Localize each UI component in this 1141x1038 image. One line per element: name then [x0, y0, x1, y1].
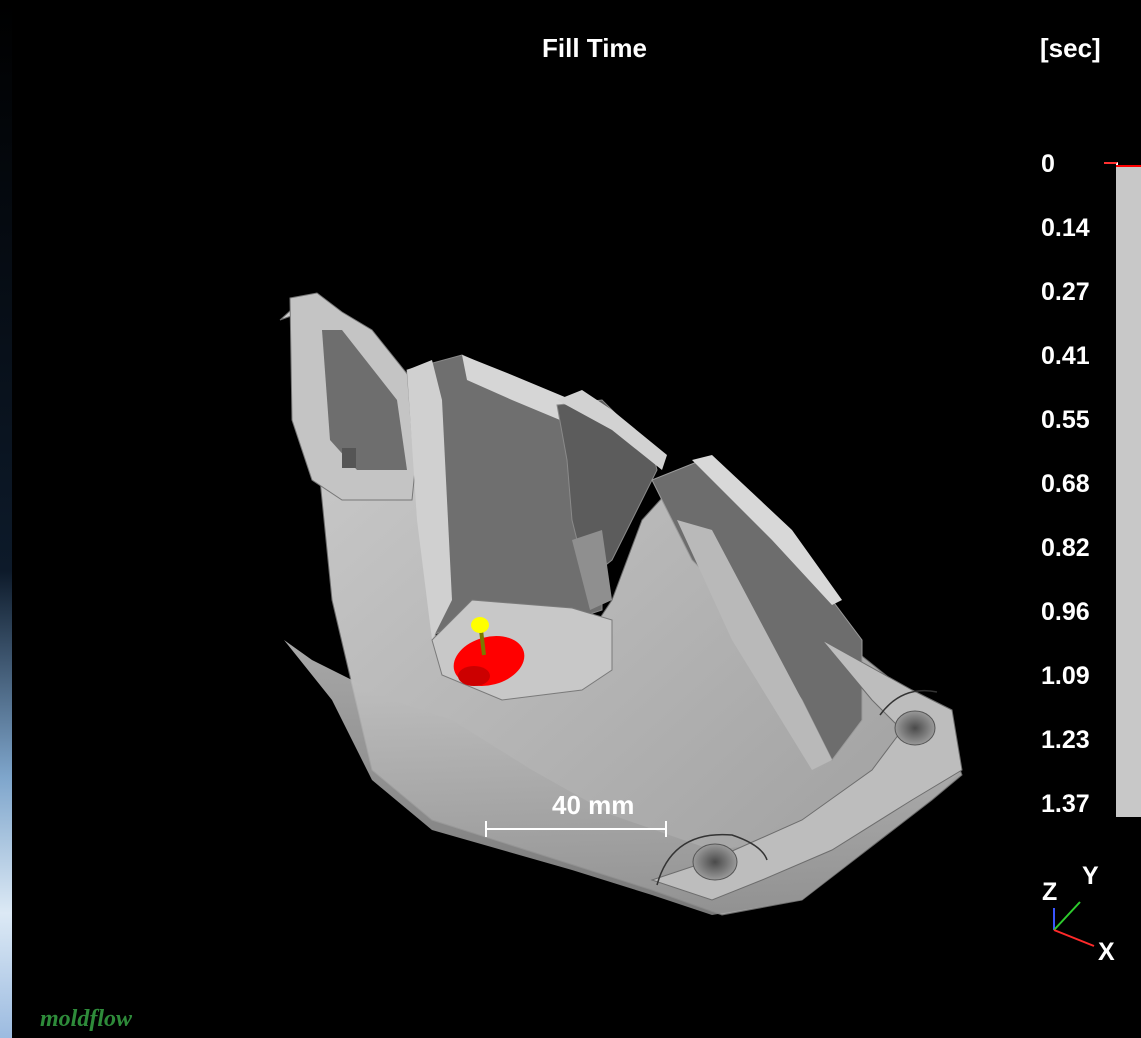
legend-tick-label: 0.82 [1041, 534, 1090, 562]
legend-color-bar [1116, 165, 1141, 817]
plot-title: Fill Time [542, 33, 647, 63]
legend-tick-label: 1.09 [1041, 662, 1090, 690]
legend-tick-label: 0.14 [1041, 214, 1090, 242]
legend-tick-label: 1.37 [1041, 790, 1090, 818]
injection-location-shadow [458, 666, 490, 686]
left-tower-notch [342, 448, 356, 468]
legend-tick-label: 0.68 [1041, 470, 1090, 498]
axis-y-label: Y [1082, 862, 1099, 890]
center-box-left-face [407, 360, 452, 640]
legend-tick-label: 0.55 [1041, 406, 1090, 434]
legend-tick-label: 0.96 [1041, 598, 1090, 626]
left-tower-slot [322, 330, 407, 470]
moldflow-logo: moldflow [40, 1008, 133, 1032]
hole-boss-front [656, 833, 768, 886]
axis-z-label: Z [1042, 878, 1057, 906]
result-viewport[interactable]: Fill Time [sec] 0 0.14 0.27 0.41 0.55 0.68 0.8… [12, 0, 1141, 1038]
part-model[interactable] [12, 0, 1141, 1038]
gate-stem [479, 629, 486, 656]
legend-tick-label: 0.41 [1041, 342, 1090, 370]
right-gusset-ridge [677, 520, 832, 770]
mount-hole-right [894, 710, 936, 746]
legend-tick-label: 1.23 [1041, 726, 1090, 754]
legend-unit: [sec] [1040, 33, 1101, 63]
center-box-rim [462, 355, 587, 425]
window-edge-strip [0, 0, 12, 1038]
middle-rib-top [557, 390, 667, 470]
mount-hole-front [692, 843, 738, 881]
scale-bar-label: 40 mm [552, 790, 635, 820]
legend-tick-label: 0.27 [1041, 278, 1090, 306]
hole-boss-right [879, 689, 938, 716]
rib-slot [572, 530, 612, 610]
scale-bar [485, 821, 667, 837]
base-plate [650, 639, 963, 901]
legend-tick-label: 0 [1041, 150, 1055, 178]
gate-marker[interactable] [471, 617, 489, 633]
axis-x-label: X [1098, 938, 1115, 966]
axis-triad[interactable]: Z Y X [1042, 860, 1141, 980]
right-gusset-top [692, 455, 842, 605]
svg-text:moldflow: moldflow [40, 1008, 133, 1032]
